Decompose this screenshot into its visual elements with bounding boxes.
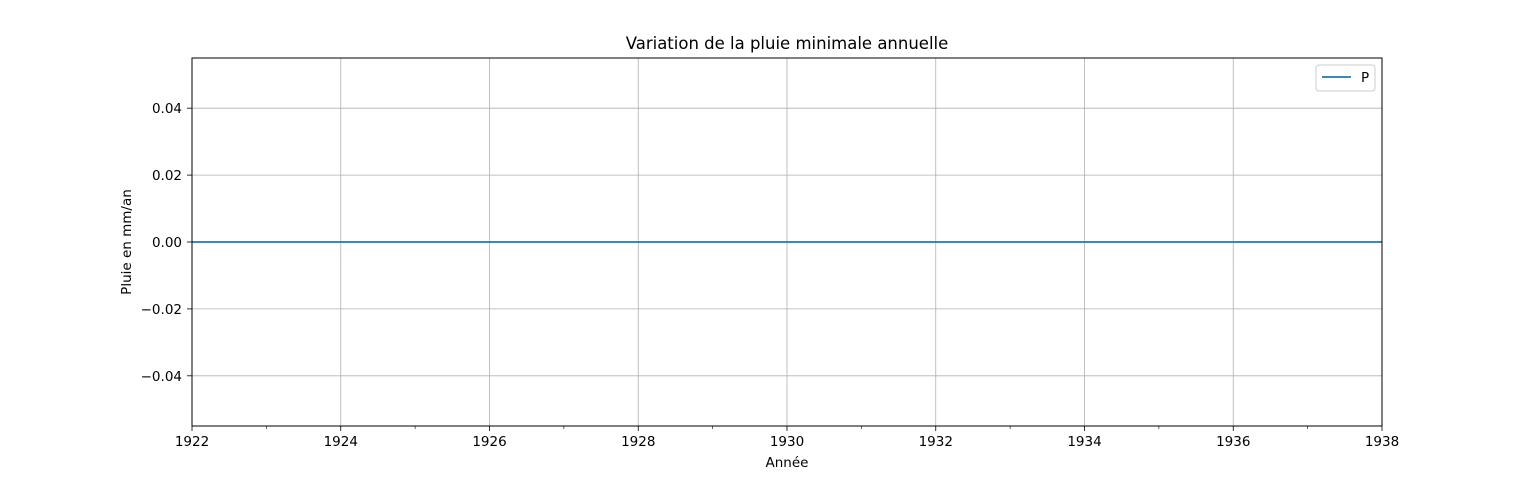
legend: P [1315, 64, 1376, 92]
x-tick-label: 1928 [621, 434, 655, 450]
x-tick-label: 1924 [324, 434, 358, 450]
chart-title: Variation de la pluie minimale annuelle [626, 34, 949, 53]
y-tick-label: −0.02 [141, 302, 182, 318]
y-axis: −0.04 −0.02 0.00 0.02 0.04 [141, 101, 192, 385]
legend-box [1315, 64, 1376, 92]
x-tick-label: 1926 [472, 434, 506, 450]
x-tick-label: 1938 [1365, 434, 1399, 450]
y-tick-label: 0.04 [152, 101, 182, 117]
y-tick-label: 0.00 [152, 235, 182, 251]
x-tick-label: 1930 [770, 434, 804, 450]
y-tick-label: 0.02 [152, 168, 182, 184]
y-tick-label: −0.04 [141, 369, 182, 385]
x-tick-label: 1922 [175, 434, 209, 450]
x-tick-label: 1932 [919, 434, 953, 450]
legend-label-p: P [1361, 70, 1369, 86]
y-axis-label: Pluie en mm/an [119, 189, 135, 295]
x-tick-label: 1934 [1067, 434, 1101, 450]
x-tick-label: 1936 [1216, 434, 1250, 450]
x-axis-label: Année [766, 455, 809, 471]
x-axis: 1922 1924 1926 1928 1930 1932 1934 1936 1938 [175, 426, 1399, 450]
